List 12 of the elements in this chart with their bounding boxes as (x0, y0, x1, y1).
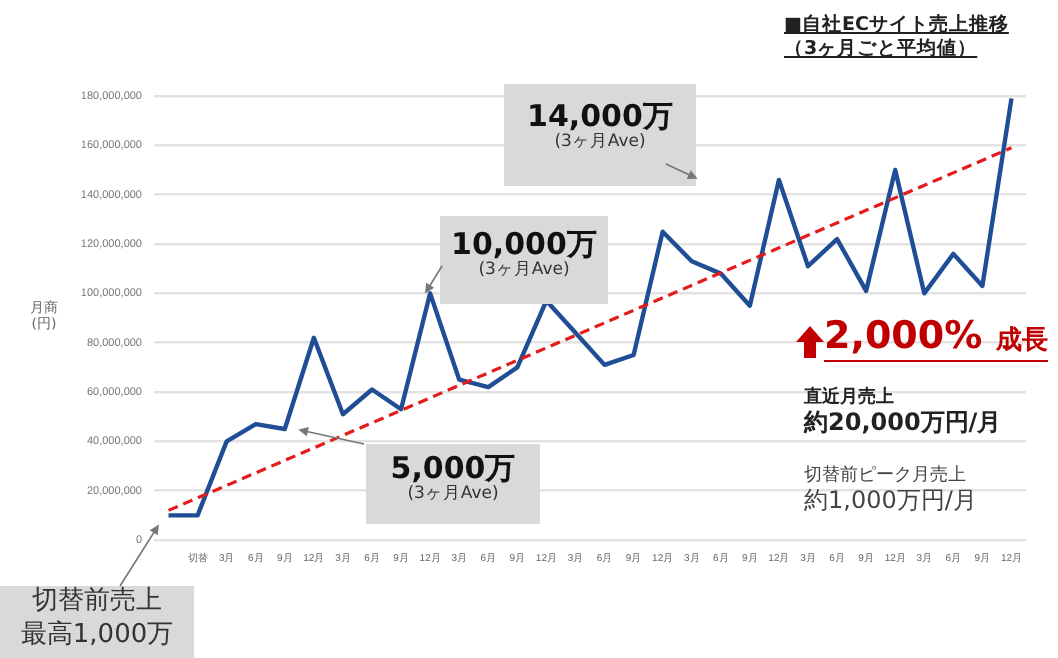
chart-subtitle: （3ヶ月ごと平均値） (784, 38, 978, 62)
annotation: 10,000万 (3ヶ月Ave) (451, 226, 597, 281)
annotation: 2,000% 成長 (824, 314, 1048, 362)
text: 最高1,000万 (0, 620, 194, 658)
text: 切替前売上 (0, 586, 194, 622)
chart-title: ■自社ECサイト売上推移 (784, 14, 1009, 38)
annotation: 直近月売上 (804, 388, 894, 409)
annotation: 約20,000万円/月 (804, 408, 1002, 438)
annotation: 5,000万 (3ヶ月Ave) (390, 450, 516, 505)
annotation: 約1,000万円/月 (804, 486, 977, 516)
annotation: 切替前ピーク月売上 (804, 466, 966, 487)
annotation: 14,000万 (3ヶ月Ave) (527, 98, 673, 153)
